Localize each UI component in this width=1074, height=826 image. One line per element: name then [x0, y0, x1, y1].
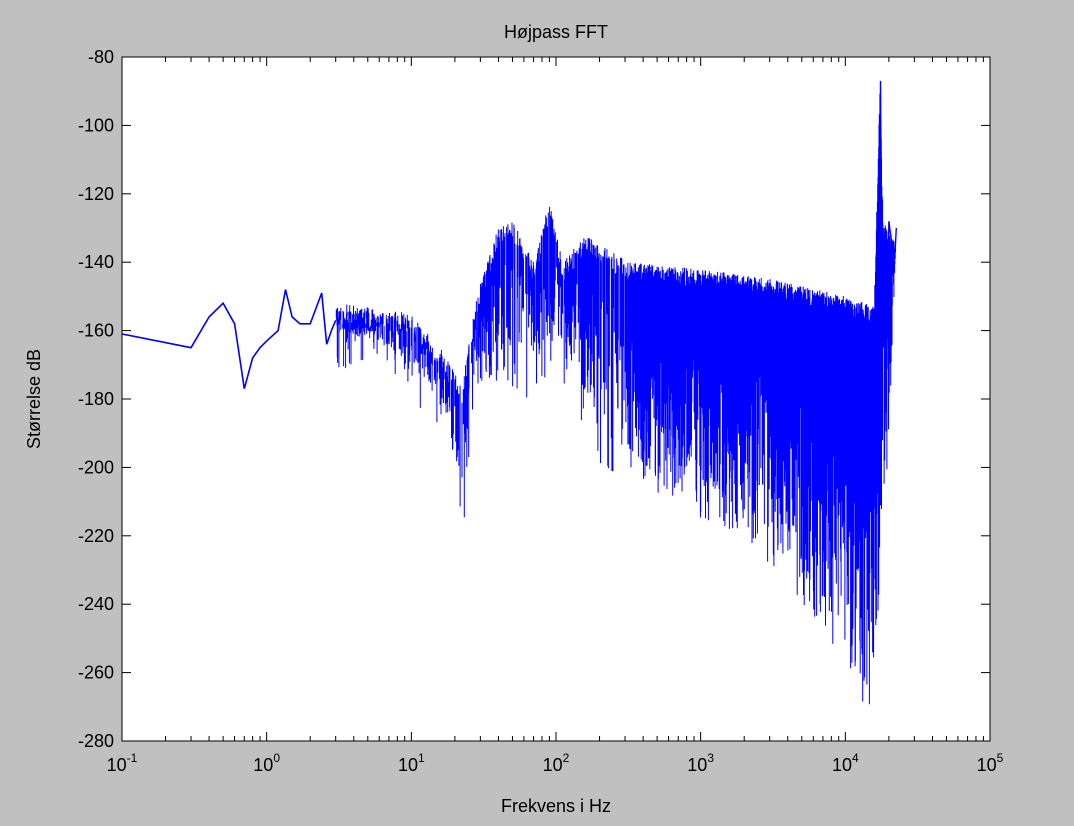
y-tick-label: -280 — [78, 731, 114, 751]
y-tick-label: -80 — [88, 47, 114, 67]
y-axis-label: Størrelse dB — [24, 349, 44, 449]
y-tick-label: -120 — [78, 184, 114, 204]
x-tick-label: 101 — [398, 751, 425, 775]
chart-title: Højpass FFT — [504, 22, 608, 42]
y-tick-label: -240 — [78, 594, 114, 614]
spectrum-peak-line — [878, 80, 897, 519]
x-tick-label: 100 — [253, 751, 280, 775]
y-tick-label: -180 — [78, 389, 114, 409]
x-axis-label: Frekvens i Hz — [501, 796, 611, 816]
x-tick-label: 103 — [687, 751, 714, 775]
y-tick-label: -200 — [78, 457, 114, 477]
y-tick-label: -160 — [78, 321, 114, 341]
spectrum-low-line — [121, 289, 337, 389]
y-tick-label: -100 — [78, 115, 114, 135]
x-tick-label: 102 — [543, 751, 570, 775]
spectrum-dense-line — [335, 93, 897, 705]
y-tick-labels: -80 -100 -120 -140 -160 -180 -200 -220 -240 -260 -… — [78, 47, 114, 751]
x-tick-label: 105 — [977, 751, 1004, 775]
x-tick-label: 104 — [832, 751, 859, 775]
x-tick-labels: 10-1 100 101 102 103 104 105 — [107, 751, 1004, 775]
y-tick-label: -140 — [78, 252, 114, 272]
x-tick-label: 10-1 — [107, 751, 138, 775]
y-tick-label: -220 — [78, 526, 114, 546]
y-tick-label: -260 — [78, 663, 114, 683]
axis-ticks — [121, 56, 991, 742]
spectrum-lines — [121, 80, 897, 705]
